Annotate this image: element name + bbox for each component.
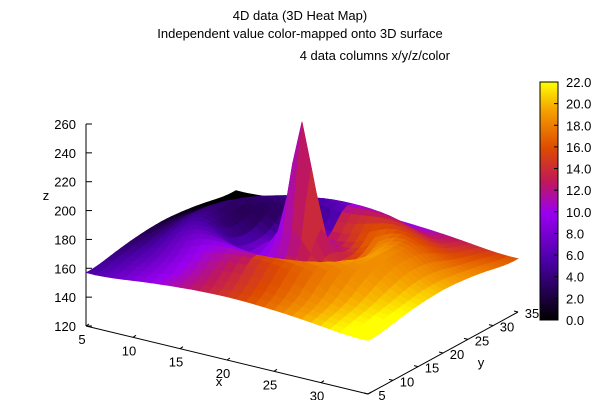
x-tick-label: 10 xyxy=(122,343,136,358)
colorbar-tick-label: 14.0 xyxy=(566,162,591,177)
surface-cell xyxy=(357,334,374,341)
y-tick xyxy=(488,324,494,327)
x-tick xyxy=(320,380,325,384)
y-tick-label: 25 xyxy=(475,333,489,348)
key-title: 4 data columns x/y/z/color xyxy=(299,48,450,63)
chart-title: 4D data (3D Heat Map) xyxy=(232,8,368,23)
colorbar-tick-label: 12.0 xyxy=(566,183,591,198)
x-tick xyxy=(132,334,137,338)
y-tick-label: 10 xyxy=(400,374,414,389)
colorbar-tick-label: 20.0 xyxy=(566,97,591,112)
z-tick-label: 160 xyxy=(54,261,76,276)
x-tick-label: 15 xyxy=(169,355,183,370)
z-tick-label: 240 xyxy=(54,146,76,161)
x-axis-label: x xyxy=(216,374,223,389)
colorbar-tick-label: 18.0 xyxy=(566,118,591,133)
colorbar-tick-label: 4.0 xyxy=(566,270,584,285)
x-tick xyxy=(367,391,372,395)
x-tick xyxy=(273,368,278,372)
x-tick xyxy=(226,357,231,361)
z-axis-label: z xyxy=(43,188,50,203)
x-tick-label: 30 xyxy=(310,389,324,400)
y-tick xyxy=(363,392,369,395)
y-tick xyxy=(388,378,394,381)
z-tick-label: 260 xyxy=(54,117,76,132)
z-tick-label: 120 xyxy=(54,319,76,334)
y-tick-label: 30 xyxy=(500,320,514,335)
y-tick-label: 20 xyxy=(450,347,464,362)
colorbar-tick-label: 2.0 xyxy=(566,291,584,306)
x-tick-label: 20 xyxy=(216,366,230,381)
y-tick xyxy=(463,337,469,340)
y-axis-label: y xyxy=(478,355,485,370)
x-tick xyxy=(179,346,184,350)
colorbar-tick-label: 0.0 xyxy=(566,313,584,328)
x-tick-label: 25 xyxy=(263,377,277,392)
colorbar-tick-label: 22.0 xyxy=(566,75,591,90)
y-tick xyxy=(438,351,444,354)
colorbar-tick-label: 6.0 xyxy=(566,248,584,263)
colorbar-tick-label: 16.0 xyxy=(566,140,591,155)
z-tick-label: 220 xyxy=(54,175,76,190)
x-tick-label: 5 xyxy=(78,332,85,347)
y-tick-label: 5 xyxy=(378,388,385,400)
colorbar-tick-label: 10.0 xyxy=(566,205,591,220)
z-tick-label: 200 xyxy=(54,204,76,219)
colorbar xyxy=(539,81,559,321)
y-tick-label: 15 xyxy=(425,361,439,376)
z-tick-label: 180 xyxy=(54,232,76,247)
y-tick xyxy=(413,365,419,368)
y-tick-label: 35 xyxy=(525,306,539,321)
colorbar-tick-label: 8.0 xyxy=(566,226,584,241)
z-tick-label: 140 xyxy=(54,290,76,305)
y-tick xyxy=(513,310,519,313)
chart-subtitle: Independent value color-mapped onto 3D s… xyxy=(157,26,443,41)
